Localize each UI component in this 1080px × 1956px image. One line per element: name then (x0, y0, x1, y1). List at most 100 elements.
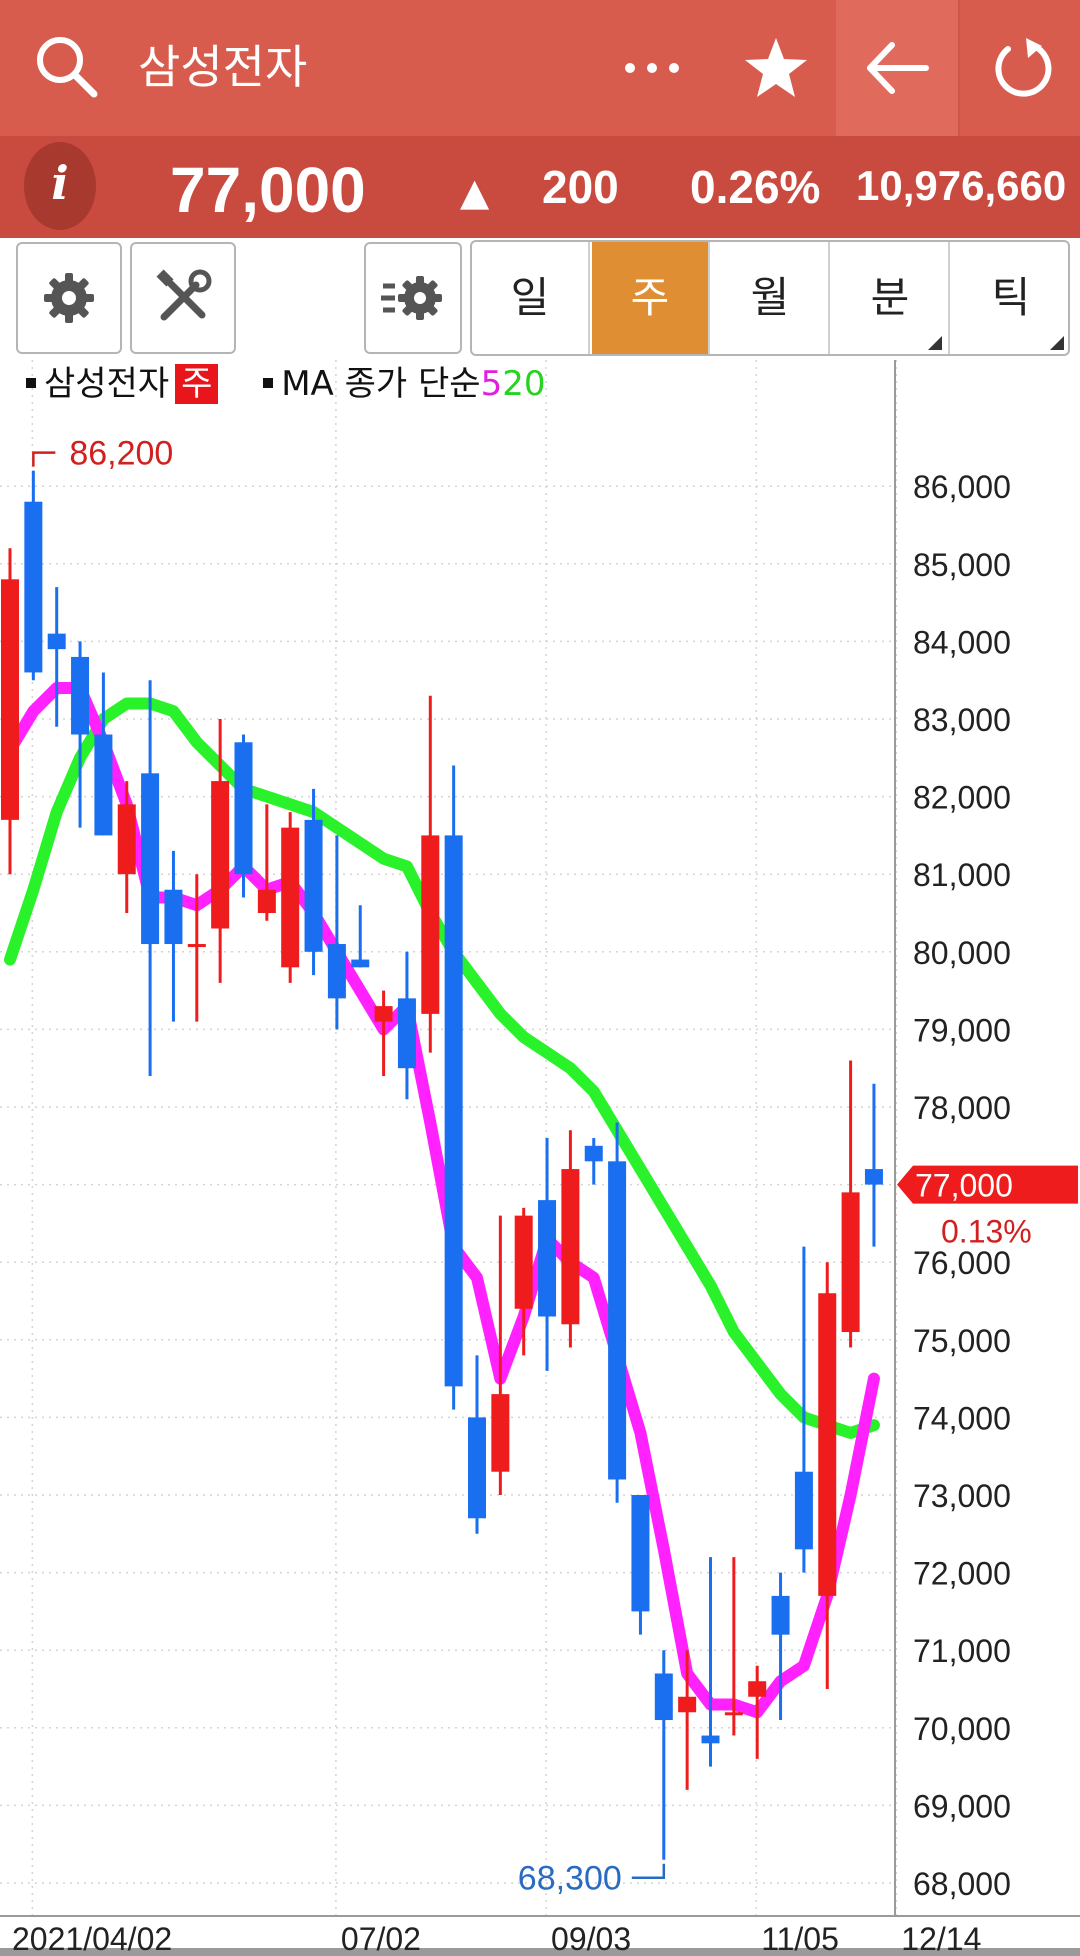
y-tick-label: 76,000 (913, 1245, 1011, 1281)
candle-body (771, 1595, 790, 1635)
candle-body (514, 1215, 533, 1309)
bottom-scroll-track (0, 1948, 1080, 1956)
indicator-settings-icon (381, 276, 442, 320)
ma20-line (4, 697, 880, 1439)
tools-button[interactable] (130, 242, 236, 354)
tab-weekly[interactable]: 주 (592, 242, 710, 354)
candle-body (841, 1192, 860, 1333)
dropdown-corner-icon (1050, 336, 1064, 350)
back-arrow-icon (867, 42, 929, 94)
candle-body (211, 781, 230, 929)
y-tick-label: 81,000 (913, 857, 1011, 893)
candle-body (94, 734, 113, 836)
candle-body (748, 1681, 767, 1697)
tools-icon (156, 269, 212, 321)
info-icon: i (51, 156, 69, 210)
y-tick-label: 78,000 (913, 1090, 1011, 1126)
price-change-percent: 0.26% (690, 161, 821, 213)
y-tick-label: 79,000 (913, 1012, 1011, 1048)
indicator-settings-button[interactable] (364, 242, 462, 354)
tab-minute[interactable]: 분 (832, 242, 950, 354)
price-change: 200 (542, 161, 619, 213)
candle-body (538, 1200, 557, 1317)
y-tick-label: 82,000 (913, 780, 1011, 816)
candle-body (304, 819, 323, 952)
candle-body (71, 656, 90, 735)
low-marker (631, 1863, 666, 1879)
y-tick-label: 75,000 (913, 1323, 1011, 1359)
y-tick-label: 68,000 (913, 1866, 1011, 1902)
candle-body (374, 1006, 393, 1022)
tab-daily[interactable]: 일 (472, 242, 590, 354)
candle-body (141, 773, 160, 945)
candle-body (584, 1145, 603, 1162)
y-tick-label: 69,000 (913, 1788, 1011, 1824)
candle-body (794, 1471, 813, 1550)
settings-icon (44, 273, 94, 323)
trade-volume: 10,976,660 (856, 162, 1067, 209)
y-tick-label: 72,000 (913, 1556, 1011, 1592)
candle-body (864, 1169, 883, 1185)
candle-body (234, 742, 253, 875)
candle-body (187, 944, 206, 948)
app-bar: 삼성전자 (0, 0, 1080, 136)
legend-series-name: 삼성전자 (44, 364, 170, 404)
app-bar-divider (958, 0, 960, 136)
candle-body (701, 1735, 720, 1744)
candle-body (818, 1293, 837, 1596)
refresh-icon[interactable] (988, 34, 1058, 104)
y-tick-label: 86,000 (913, 469, 1011, 505)
x-tick-label: 12/14 (901, 1921, 981, 1956)
up-triangle-icon: ▲ (460, 170, 490, 214)
y-tick-label: 70,000 (913, 1711, 1011, 1747)
last-price-tag (897, 1165, 1078, 1204)
candle-body (608, 1161, 627, 1480)
back-button[interactable] (836, 0, 958, 136)
candle-body (351, 959, 370, 968)
tab-monthly[interactable]: 월 (712, 242, 830, 354)
tab-tick[interactable]: 틱 (952, 242, 1068, 354)
candle-body (47, 633, 66, 650)
more-icon[interactable] (618, 40, 686, 96)
y-tick-label: 74,000 (913, 1400, 1011, 1436)
settings-button[interactable] (16, 242, 122, 354)
legend-indicator: MA 종가 단순 (281, 364, 481, 404)
candle-body (281, 827, 300, 968)
last-price-label: 77,000 (915, 1168, 1013, 1204)
legend-ma20: 20 (502, 364, 546, 404)
x-tick-label: 11/05 (761, 1921, 839, 1956)
stock-title[interactable]: 삼성전자 (138, 40, 308, 94)
high-marker (32, 451, 56, 467)
search-icon[interactable] (30, 30, 104, 104)
candle-body (468, 1417, 486, 1519)
candle-body (421, 835, 440, 1014)
y-tick-label: 85,000 (913, 547, 1011, 583)
star-icon[interactable] (740, 32, 812, 104)
y-tick-label: 80,000 (913, 935, 1011, 971)
candlestick-chart[interactable]: 86,000 85,000 84,000 83,000 82,000 81,000 80,0… (0, 360, 1080, 1956)
candle-body (397, 998, 416, 1069)
chart-svg[interactable]: 86,000 85,000 84,000 83,000 82,000 81,000 80,0… (0, 360, 1080, 1956)
chart-legend: 삼성전자 주 MA 종가 단순520 (22, 362, 545, 406)
x-tick-label: 2021/04/02 (12, 1921, 172, 1956)
candle-body (491, 1394, 510, 1472)
info-button[interactable]: i (24, 142, 96, 230)
period-selector: 일 주 월 분 틱 (470, 240, 1070, 356)
candle-body (1, 579, 19, 820)
candle-body (24, 501, 43, 673)
y-tick-label: 84,000 (913, 624, 1011, 660)
candle-body (327, 944, 346, 999)
y-tick-label: 73,000 (913, 1478, 1011, 1514)
x-tick-label: 09/03 (551, 1921, 631, 1956)
candle-body (678, 1696, 697, 1713)
candle-body (724, 1712, 743, 1716)
candle-body (631, 1495, 650, 1612)
candle-body (654, 1673, 673, 1721)
candle-body (117, 804, 136, 875)
high-label: 86,200 (69, 435, 173, 473)
x-tick-label: 07/02 (341, 1921, 421, 1956)
dropdown-corner-icon (928, 336, 942, 350)
legend-marker (263, 377, 274, 388)
legend-period-badge: 주 (175, 364, 219, 404)
candle-body (164, 889, 183, 945)
